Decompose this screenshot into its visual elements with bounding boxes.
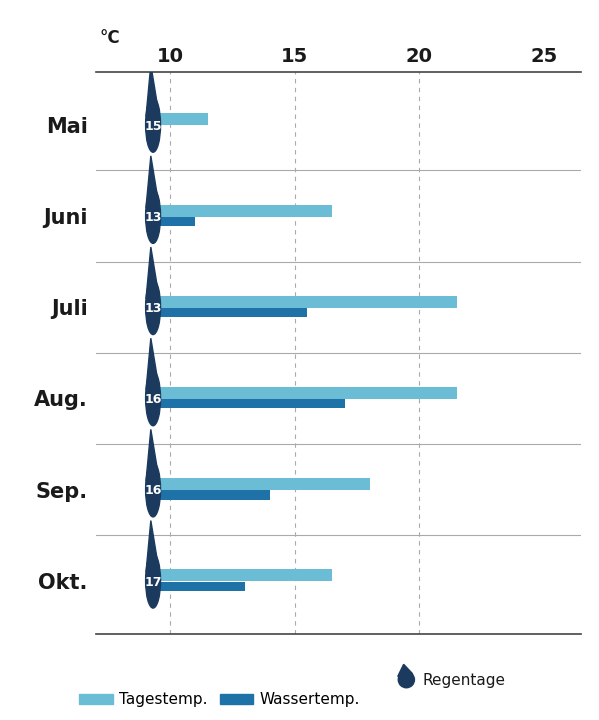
Text: 13: 13 xyxy=(144,211,162,224)
Bar xyxy=(152,582,245,590)
Polygon shape xyxy=(146,65,158,117)
Text: 13: 13 xyxy=(144,302,162,315)
Circle shape xyxy=(146,554,161,608)
Polygon shape xyxy=(398,665,413,677)
Circle shape xyxy=(146,371,161,426)
Bar xyxy=(152,490,270,500)
Text: 16: 16 xyxy=(144,485,162,498)
Polygon shape xyxy=(146,429,158,482)
Circle shape xyxy=(146,189,161,243)
Bar xyxy=(152,400,344,408)
Polygon shape xyxy=(146,521,158,572)
Circle shape xyxy=(398,672,415,688)
Circle shape xyxy=(146,97,161,152)
Bar xyxy=(152,217,195,226)
Bar xyxy=(152,296,456,307)
Bar xyxy=(152,204,332,217)
Legend: Tagestemp., Wassertemp.: Tagestemp., Wassertemp. xyxy=(79,693,360,707)
Text: °C: °C xyxy=(99,30,120,48)
Bar xyxy=(152,387,456,399)
Circle shape xyxy=(146,462,161,517)
Text: 17: 17 xyxy=(144,575,162,588)
Bar xyxy=(152,478,370,490)
Text: 16: 16 xyxy=(144,393,162,406)
Bar xyxy=(152,114,208,125)
Polygon shape xyxy=(146,156,158,208)
Bar xyxy=(152,126,158,135)
Polygon shape xyxy=(146,338,158,390)
Polygon shape xyxy=(146,247,158,299)
Bar xyxy=(152,570,332,581)
Text: Regentage: Regentage xyxy=(422,673,506,688)
Text: 15: 15 xyxy=(144,120,162,132)
Bar xyxy=(152,308,307,318)
Circle shape xyxy=(146,280,161,335)
